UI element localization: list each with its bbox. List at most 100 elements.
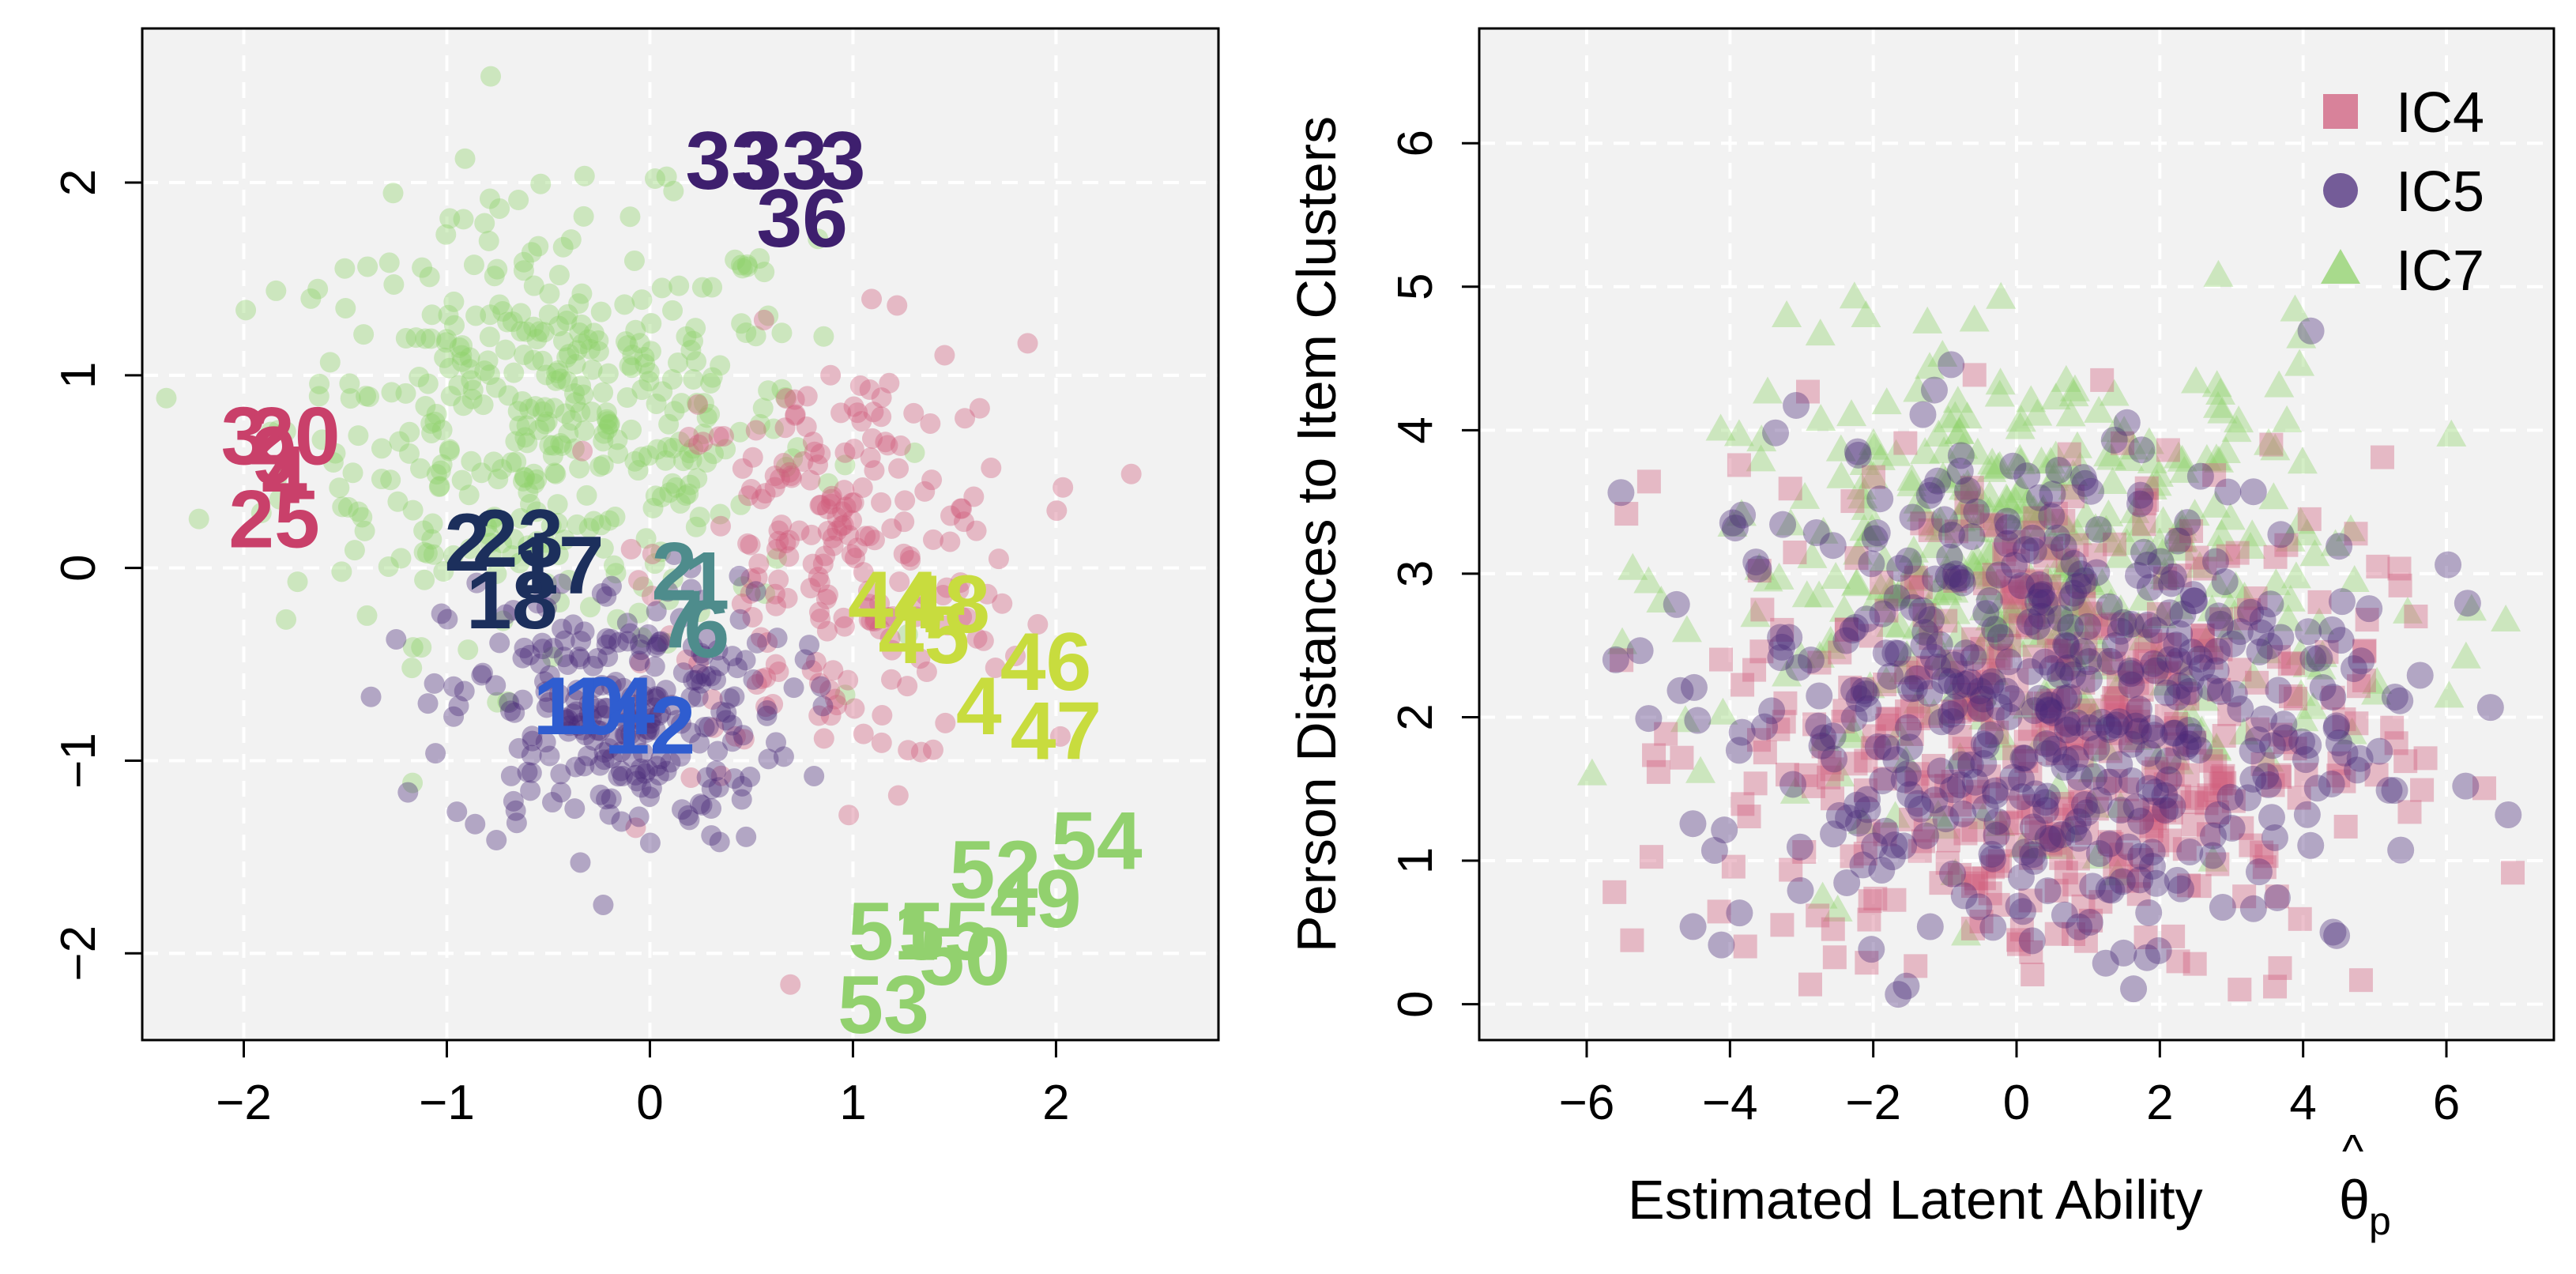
distance-point-square <box>1778 477 1802 501</box>
person-point <box>766 539 787 560</box>
person-point <box>815 545 836 567</box>
distance-point-square <box>1961 818 1986 842</box>
person-point <box>431 420 453 441</box>
distance-point-square <box>2246 717 2270 741</box>
distance-point-triangle <box>2070 500 2101 528</box>
person-point <box>827 695 848 716</box>
distance-point-circle <box>1908 795 1935 823</box>
distance-point-square <box>1832 699 1857 723</box>
distance-point-circle <box>1994 507 2021 535</box>
person-point <box>742 447 763 468</box>
person-point <box>881 518 902 539</box>
distance-point-circle <box>2054 654 2082 681</box>
distance-point-triangle <box>1877 576 1908 604</box>
distance-point-triangle <box>2058 458 2088 486</box>
person-point <box>789 520 810 541</box>
distance-point-circle <box>1719 509 1746 537</box>
distance-point-triangle <box>2133 537 2164 565</box>
person-point <box>608 443 629 464</box>
distance-point-square <box>2039 824 2064 849</box>
distance-point-circle <box>2147 548 2175 575</box>
person-point <box>784 389 805 410</box>
person-point <box>510 321 532 342</box>
person-point <box>502 311 523 333</box>
ic4-legend-marker <box>2323 94 2358 129</box>
person-point <box>687 434 709 455</box>
distance-point-square <box>2043 501 2068 526</box>
distance-point-circle <box>1854 796 1881 824</box>
distance-point-circle <box>2271 724 2299 752</box>
distance-point-triangle <box>2273 604 2303 631</box>
distance-point-triangle <box>1797 541 1828 568</box>
distance-point-circle <box>2122 712 2149 740</box>
distance-point-circle <box>2381 777 2408 805</box>
person-point <box>664 401 685 422</box>
distance-point-triangle <box>2005 412 2036 439</box>
person-point <box>449 337 470 358</box>
distance-point-triangle <box>2124 514 2155 542</box>
person-point <box>620 206 641 228</box>
distance-point-circle <box>2012 536 2039 564</box>
distance-point-circle <box>2435 551 2462 579</box>
person-point <box>514 637 535 658</box>
distance-point-square <box>1983 514 2008 538</box>
distance-point-circle <box>2081 763 2108 790</box>
distance-point-triangle <box>1858 461 1889 488</box>
distance-point-square <box>1940 649 1964 673</box>
person-point <box>532 350 553 371</box>
person-point <box>546 362 567 383</box>
person-point <box>659 482 680 503</box>
distance-point-circle <box>1872 817 1900 845</box>
person-point <box>593 537 614 559</box>
person-point <box>479 364 500 386</box>
left-plot-frame <box>141 27 1220 1042</box>
left-plot-background <box>142 28 1218 1040</box>
distance-point-square <box>2221 789 2246 813</box>
item-label: 14 <box>563 661 655 752</box>
person-point <box>512 647 533 669</box>
person-point <box>506 451 527 473</box>
distance-point-triangle <box>2062 518 2093 545</box>
distance-point-square <box>1854 778 1878 802</box>
person-point <box>731 593 752 614</box>
right-distance-points <box>1576 259 2525 1008</box>
distance-point-triangle <box>2099 379 2130 406</box>
person-point <box>817 520 838 541</box>
distance-point-square <box>2175 763 2200 787</box>
distance-point-circle <box>1679 913 1707 940</box>
distance-point-circle <box>2126 695 2153 723</box>
distance-point-triangle <box>2028 510 2059 537</box>
person-point <box>501 452 522 473</box>
distance-point-triangle <box>1860 584 1891 612</box>
distance-point-square <box>2117 798 2141 823</box>
distance-point-circle <box>2088 708 2115 736</box>
distance-point-square <box>2021 801 2045 825</box>
distance-point-square <box>2073 631 2098 656</box>
distance-point-square <box>2155 703 2179 728</box>
distance-point-triangle <box>1685 756 1716 783</box>
right-y-axis-label: Person Distances to Item Clusters <box>1286 116 1347 952</box>
distance-point-square <box>1978 881 2002 906</box>
person-point <box>423 544 444 565</box>
distance-point-square <box>2212 723 2236 748</box>
distance-point-triangle <box>2167 526 2198 553</box>
distance-point-circle <box>1948 564 1975 592</box>
distance-point-triangle <box>1968 503 1999 530</box>
distance-point-circle <box>1970 730 1998 758</box>
theta-symbol: θ <box>2339 1169 2370 1231</box>
distance-point-triangle <box>1938 575 1969 603</box>
distance-point-square <box>2153 566 2178 590</box>
person-point <box>663 180 684 202</box>
person-point <box>274 454 296 475</box>
person-point <box>646 636 667 658</box>
distance-point-triangle <box>2007 831 2038 858</box>
distance-point-triangle <box>2288 704 2319 732</box>
person-point <box>834 616 855 637</box>
person-point <box>963 486 985 507</box>
distance-point-triangle <box>2292 518 2322 546</box>
distance-point-triangle <box>2020 502 2051 530</box>
distance-point-circle <box>2211 568 2239 596</box>
distance-point-square <box>1636 469 1661 494</box>
distance-point-circle <box>2032 797 2060 824</box>
person-point <box>589 784 611 805</box>
